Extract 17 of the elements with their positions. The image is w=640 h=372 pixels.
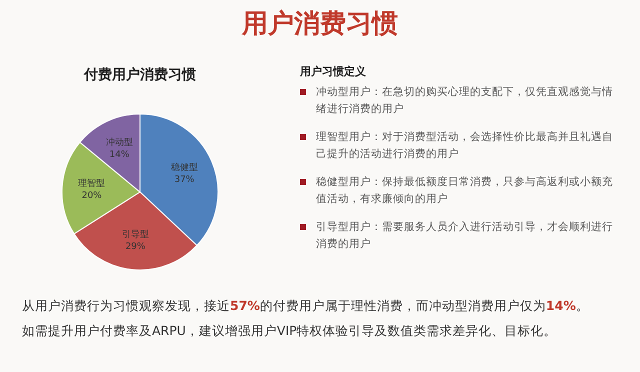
data-label: 37% (174, 174, 195, 185)
chart-subtitle: 付费用户消费习惯 (82, 66, 197, 84)
data-label: 20% (82, 190, 102, 201)
slice-label: 引导型 (122, 229, 149, 240)
text: 稳健型用户：保持最低额度日常消费，只参与高返利或小额充值活动，有求廉倾向的用户 (316, 175, 614, 207)
slice-label: 稳健型 (170, 162, 198, 173)
text: 引导型用户：需要服务人员介入进行活动引导，才会顺利进行消费的用户 (316, 220, 614, 252)
text: 用户习惯定义 (300, 64, 366, 79)
data-label: 14% (109, 150, 130, 160)
slice-label: 冲动型 (106, 137, 133, 148)
text: 用户消费习惯 (240, 8, 399, 41)
slice-label: 理智型 (78, 178, 106, 189)
text: 冲动型用户：在急切的购买心理的支配下，仅凭直观感觉与情绪进行消费的用户 (316, 85, 614, 117)
text: 从用户消费行为习惯观察发现，接近57%的付费用户属于理性消费，而冲动型消费用户仅为14%。 (22, 298, 589, 313)
data-label: 29% (125, 242, 146, 252)
text: 理智型用户：对于消费型活动，会选择性价比最高并且礼遇自己提升的活动进行消费的用户 (316, 130, 614, 162)
text: 如需提升用户付费率及ARPU，建议增强用户VIP特权体验引导及数值类需求差异化、目标化。 (22, 323, 557, 338)
